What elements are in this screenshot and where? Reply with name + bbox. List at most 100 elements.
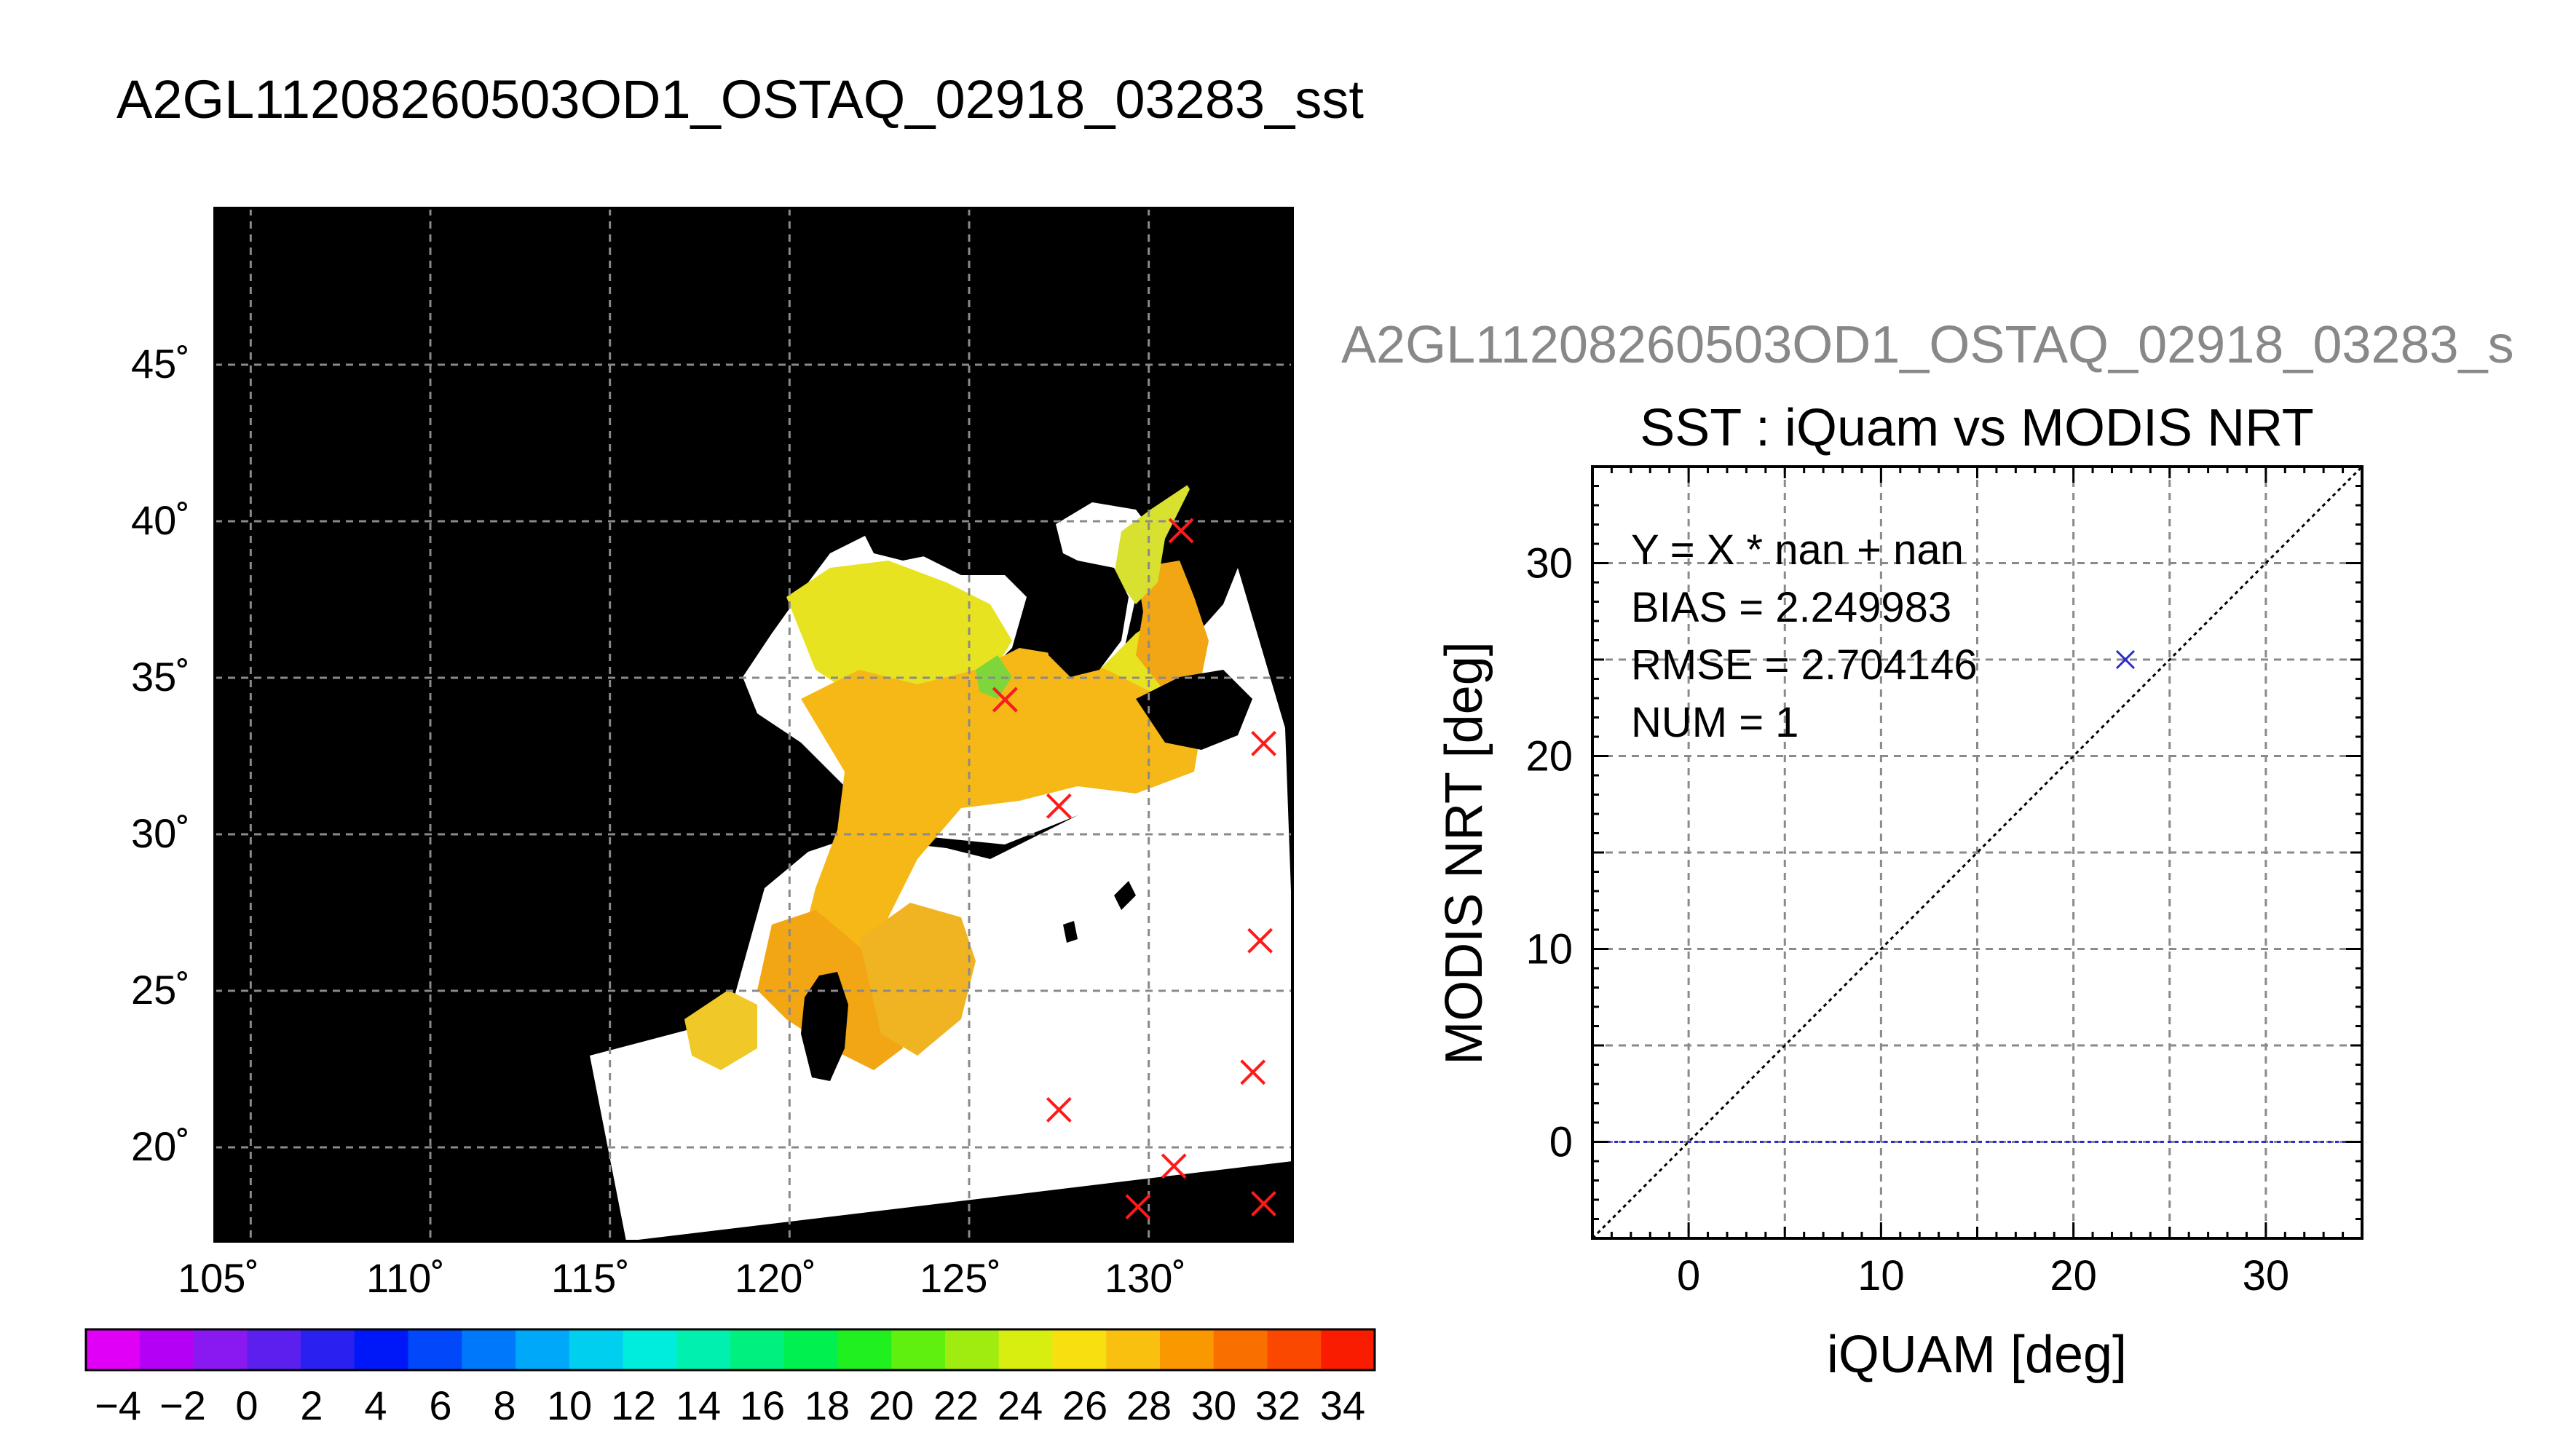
map-marker [992, 687, 1018, 713]
japan-land [1136, 670, 1252, 750]
lon-tick-label: 130˚ [1105, 1255, 1186, 1301]
colorbar-cell [1213, 1329, 1268, 1370]
colorbar-cell [998, 1329, 1054, 1370]
lon-tick-label: 125˚ [920, 1255, 1001, 1301]
bohai-land [859, 502, 947, 561]
lon-tick-label: 120˚ [735, 1255, 816, 1301]
scatter-y-tick-label: 20 [1525, 733, 1573, 780]
colorbar-tick-labels: −4 −2 0 2 4 6 8 10 12 14 16 18 20 22 24 … [95, 1382, 1365, 1428]
colorbar-cell [676, 1329, 731, 1370]
map-marker [1161, 1153, 1187, 1179]
lat-tick-label: 35˚ [131, 654, 190, 700]
taiwan-land [801, 972, 848, 1081]
colorbar-cell [623, 1329, 677, 1370]
colorbar-tick-label: 24 [998, 1382, 1043, 1428]
colorbar-tick-label: 8 [493, 1382, 516, 1428]
scatter-stats: Y = X * nan + nan BIAS = 2.249983 RMSE =… [1631, 526, 1978, 746]
colorbar-tick-label: 34 [1320, 1382, 1365, 1428]
colorbar-tick-label: 20 [869, 1382, 914, 1428]
map-marker [1046, 793, 1072, 819]
sst-yellow-north [1114, 480, 1194, 604]
stats-bias: BIAS = 2.249983 [1631, 584, 1951, 631]
colorbar-tick-label: 12 [611, 1382, 656, 1428]
colorbar-tick-label: 18 [805, 1382, 850, 1428]
colorbar-frame [84, 1328, 1376, 1372]
map-marker [1251, 730, 1276, 756]
map-grid [215, 208, 1292, 1241]
colorbar-cell [945, 1329, 1000, 1370]
colorbar-cell [783, 1329, 839, 1370]
colorbar-cell [1106, 1329, 1161, 1370]
colorbar-tick-label: 16 [740, 1382, 785, 1428]
scatter-x-tick-label: 20 [2050, 1252, 2097, 1299]
colorbar-cell [516, 1329, 570, 1370]
scatter-chart: A2GL11208260503OD1_OSTAQ_02918_03283_s S… [1341, 316, 2514, 1384]
colorbar-tick-label: 22 [933, 1382, 979, 1428]
lon-tick-label: 115˚ [551, 1255, 630, 1301]
colorbar-tick-label: 0 [235, 1382, 258, 1428]
map-marker [1247, 927, 1273, 954]
colorbar-cells [86, 1329, 1375, 1370]
colorbar-cell [1052, 1329, 1107, 1370]
scatter-suptitle: A2GL11208260503OD1_OSTAQ_02918_03283_s [1341, 316, 2514, 374]
scatter-y-tick-label: 10 [1525, 926, 1573, 973]
colorbar-tick-label: 26 [1062, 1382, 1107, 1428]
lon-tick-label: 105˚ [178, 1255, 259, 1301]
colorbar-tick-label: −2 [159, 1382, 206, 1428]
scatter-ticks: 0 10 20 30 0 10 20 30 [1525, 465, 2364, 1299]
map-marker [1125, 1194, 1151, 1220]
colorbar-tick-label: 14 [676, 1382, 721, 1428]
colorbar-tick-label: 2 [300, 1382, 323, 1428]
lat-tick-label: 40˚ [131, 497, 190, 543]
colorbar: −4 −2 0 2 4 6 8 10 12 14 16 18 20 22 24 … [84, 1328, 1376, 1428]
sst-orange-korea-japan [1136, 561, 1209, 692]
map-title: A2GL11208260503OD1_OSTAQ_02918_03283_sst [117, 69, 1364, 130]
scatter-title: SST : iQuam vs MODIS NRT [1640, 399, 2314, 457]
colorbar-cell [1160, 1329, 1215, 1370]
lat-tick-labels: 20˚ 25˚ 30˚ 35˚ 40˚ 45˚ [131, 341, 190, 1169]
scatter-y-tick-label: 30 [1525, 540, 1573, 587]
colorbar-cell [354, 1329, 409, 1370]
colorbar-cell [247, 1329, 301, 1370]
scatter-point [2115, 649, 2136, 670]
colorbar-tick-label: 10 [547, 1382, 592, 1428]
swath-white-region [590, 568, 1292, 1241]
colorbar-cell [139, 1329, 194, 1370]
lat-tick-label: 20˚ [131, 1123, 190, 1169]
colorbar-cell [301, 1329, 355, 1370]
colorbar-cell [462, 1329, 516, 1370]
scatter-grid [1592, 467, 2362, 1238]
colorbar-cell [193, 1329, 248, 1370]
stats-rmse: RMSE = 2.704146 [1631, 641, 1978, 689]
map-marker [1046, 1096, 1072, 1123]
stats-num: NUM = 1 [1631, 699, 1798, 746]
ryukyu-islands-2 [1063, 921, 1078, 943]
scatter-x-tick-label: 0 [1677, 1252, 1700, 1299]
colorbar-cell [1267, 1329, 1322, 1370]
china-coast-land [215, 510, 786, 1241]
scatter-x-tick-label: 30 [2243, 1252, 2290, 1299]
korea-land [1041, 561, 1129, 677]
swath-edge-right [1158, 437, 1292, 728]
colorbar-tick-label: 28 [1126, 1382, 1172, 1428]
map-marker [1240, 1059, 1266, 1085]
colorbar-cell [837, 1329, 892, 1370]
lat-tick-label: 30˚ [131, 810, 190, 856]
colorbar-tick-label: −4 [95, 1382, 141, 1428]
scatter-x-axis-label: iQUAM [deg] [1827, 1326, 2127, 1384]
colorbar-tick-label: 30 [1191, 1382, 1236, 1428]
lon-tick-labels: 105˚ 110˚ 115˚ 120˚ 125˚ 130˚ [178, 1255, 1186, 1301]
colorbar-cell [730, 1329, 785, 1370]
colorbar-tick-label: 32 [1255, 1382, 1300, 1428]
colorbar-cell [408, 1329, 462, 1370]
map-markers [992, 518, 1276, 1220]
map-frame [213, 207, 1294, 1243]
colorbar-cell [569, 1329, 624, 1370]
map-marker [1168, 518, 1194, 544]
scatter-y-tick-label: 0 [1549, 1119, 1573, 1166]
lat-tick-label: 25˚ [131, 967, 190, 1013]
scatter-lines [1591, 465, 2364, 1240]
lon-tick-label: 110˚ [366, 1255, 445, 1301]
sst-orange-east-china-sea [801, 648, 1201, 1005]
